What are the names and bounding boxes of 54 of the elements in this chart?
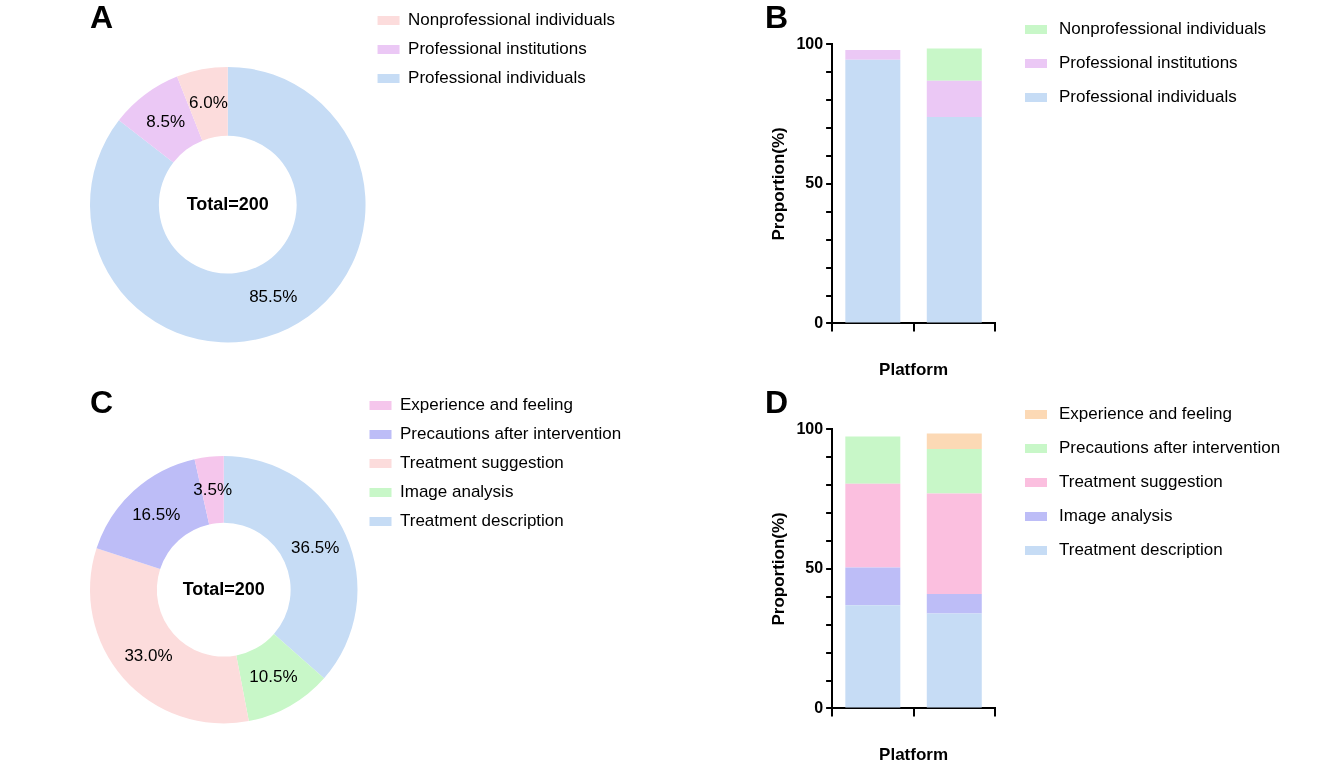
- bar: [926, 448, 982, 494]
- chart-title: A: [90, 0, 114, 36]
- bar: [845, 605, 901, 708]
- x-axis-title: Platform: [879, 360, 949, 380]
- legend-label: Nonprofessional individuals: [1059, 19, 1266, 39]
- y-tick-label: 50: [805, 559, 824, 577]
- data-label: 6.0%: [189, 92, 228, 112]
- legend-label: Treatment suggestion: [400, 453, 564, 473]
- bar: [845, 567, 901, 606]
- bar: [845, 483, 901, 568]
- y-tick-label: 50: [805, 174, 824, 192]
- data-label: 85.5%: [249, 287, 298, 307]
- legend-label: Precautions after intervention: [400, 424, 622, 444]
- chart-title: C: [90, 384, 114, 421]
- data-label: 16.5%: [132, 505, 181, 525]
- legend-label: Professional institutions: [1059, 53, 1238, 73]
- bar: [845, 59, 901, 323]
- text: Total=200: [182, 578, 265, 599]
- data-label: 36.5%: [291, 538, 340, 558]
- y-tick-label: 0: [814, 698, 824, 716]
- y-tick-label: 100: [796, 34, 824, 52]
- legend-label: Professional individuals: [1059, 87, 1237, 107]
- legend-label: Experience and feeling: [1059, 404, 1232, 424]
- y-axis-title: Proportion(%): [768, 127, 788, 241]
- x-axis-title: Platform: [879, 745, 949, 765]
- text: Total=200: [186, 193, 269, 214]
- legend-label: Image analysis: [1059, 506, 1173, 526]
- bar: [926, 80, 982, 117]
- bar: [926, 48, 982, 81]
- bar: [845, 436, 901, 484]
- data-label: 10.5%: [249, 666, 298, 686]
- legend-label: Precautions after intervention: [1059, 438, 1281, 458]
- bar: [845, 49, 901, 60]
- data-label: 33.0%: [124, 645, 173, 665]
- bar: [926, 493, 982, 595]
- bar: [926, 613, 982, 708]
- y-axis-title: Proportion(%): [768, 512, 788, 626]
- y-tick-label: 0: [814, 313, 824, 331]
- bar: [926, 594, 982, 614]
- y-tick-label: 100: [796, 419, 824, 437]
- chart-title: B: [765, 0, 789, 36]
- data-label: 8.5%: [146, 111, 186, 131]
- legend-label: Nonprofessional individuals: [408, 10, 616, 30]
- data-label: 3.5%: [193, 479, 233, 499]
- legend-label: Professional institutions: [408, 39, 587, 59]
- bar: [926, 433, 982, 449]
- legend-label: Treatment description: [400, 511, 564, 531]
- legend-label: Treatment suggestion: [1059, 472, 1223, 492]
- legend-label: Professional individuals: [408, 68, 586, 88]
- legend-label: Image analysis: [400, 482, 514, 502]
- bar: [926, 116, 982, 323]
- legend-label: Treatment description: [1059, 540, 1223, 560]
- legend-label: Experience and feeling: [400, 395, 573, 415]
- chart-title: D: [765, 384, 789, 421]
